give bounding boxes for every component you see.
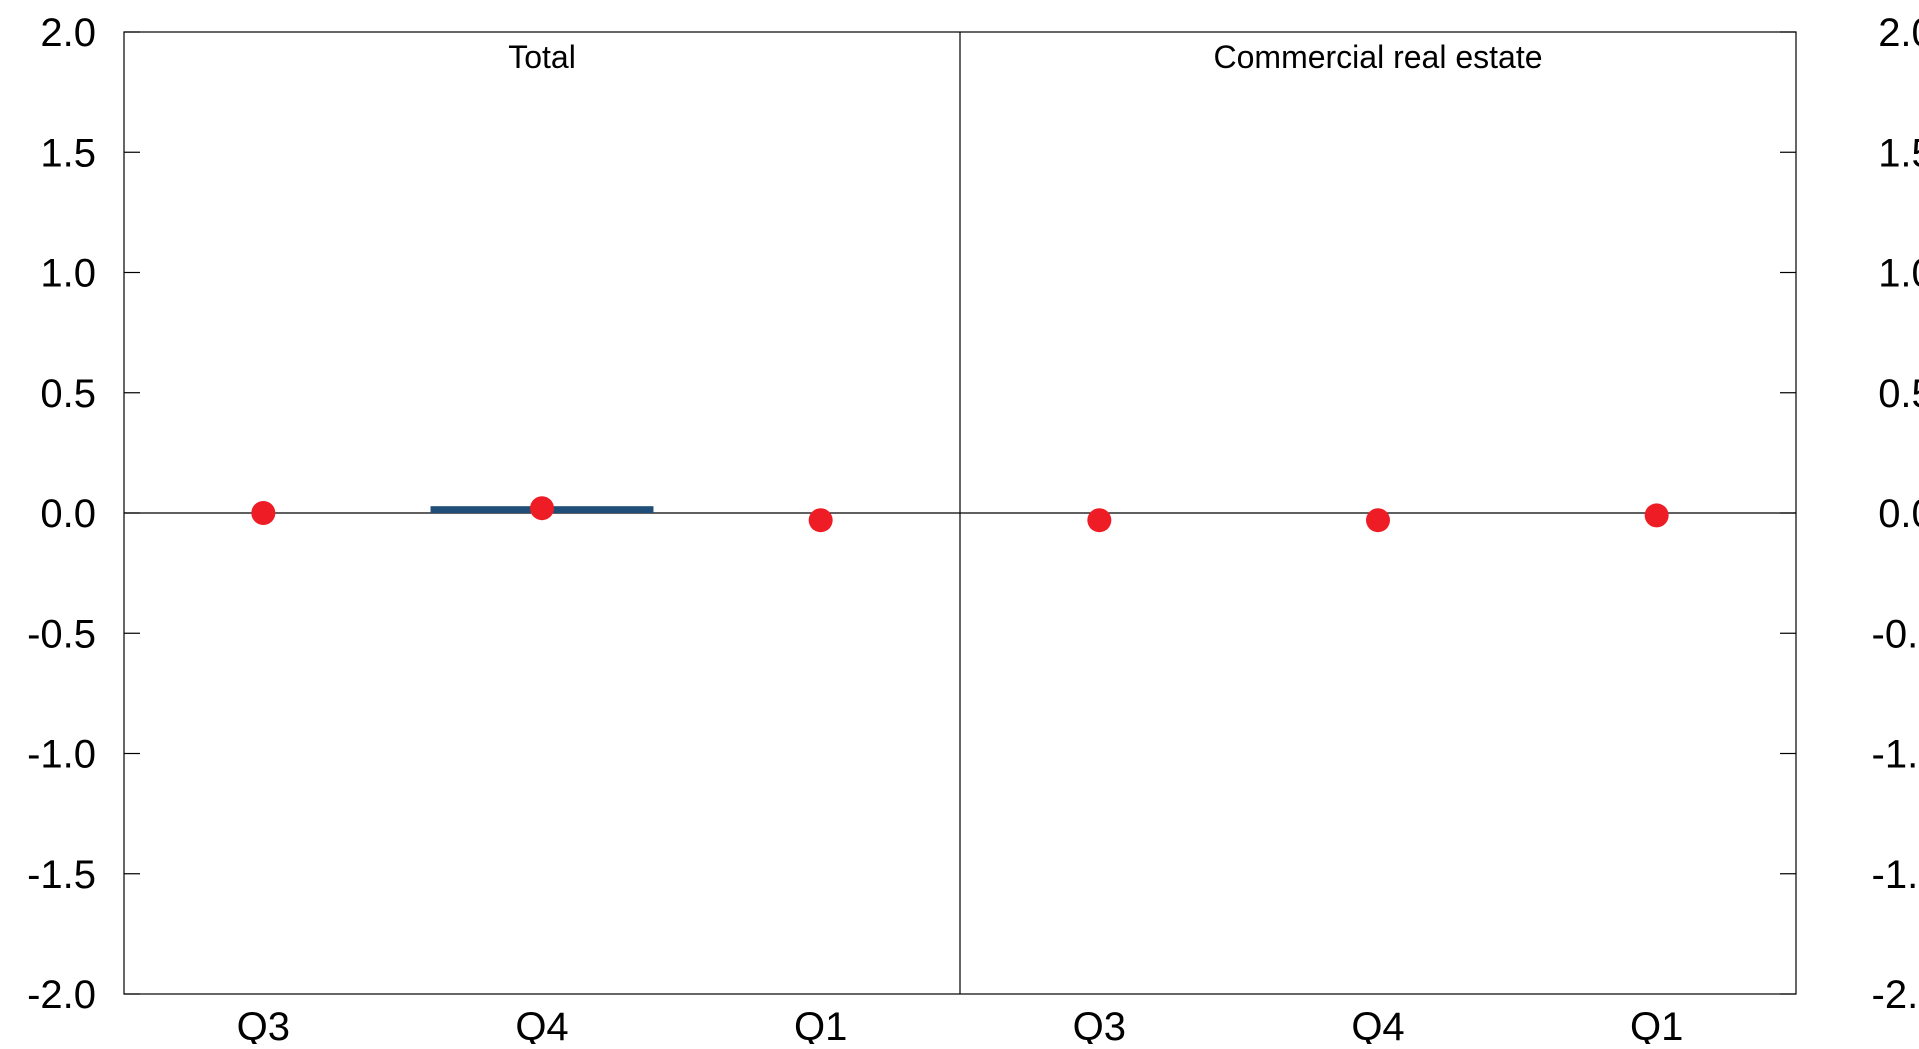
x-axis: Q3 Q4 Q1 Q3 Q4 Q1	[237, 1005, 1684, 1049]
y-tick-label-right: 2.0	[1878, 11, 1919, 55]
y-tick-label-right: 1.5	[1878, 131, 1919, 175]
x-tick-label: Q1	[794, 1005, 847, 1044]
y-tick-label-left: 1.5	[40, 131, 96, 175]
y-tick-label-left: -1.0	[27, 733, 96, 777]
y-tick-label-right: -0.5	[1872, 612, 1919, 656]
dot-marker	[1366, 508, 1390, 533]
panel-title: Commercial real estate	[1214, 39, 1543, 75]
dot-marker	[1087, 508, 1112, 533]
dot-marker	[251, 501, 276, 525]
y-tick-label-left: 0.5	[40, 372, 96, 416]
x-tick-label: Q1	[1630, 1005, 1683, 1044]
x-tick-label: Q3	[237, 1005, 290, 1044]
y-tick-label-right: -1.0	[1872, 733, 1919, 777]
y-axis-right: 2.0 1.5 1.0 0.5 0.0 -0.5 -1.0 -1.5 -2.0	[1780, 11, 1919, 1017]
y-tick-label-left: 1.0	[40, 252, 96, 296]
dot-marker	[808, 508, 833, 533]
y-tick-label-left: 2.0	[40, 11, 96, 55]
y-tick-label-left: -1.5	[27, 853, 96, 897]
series-dots	[251, 496, 1669, 533]
y-axis-left: 2.0 1.5 1.0 0.5 0.0 -0.5 -1.0 -1.5 -2.0	[27, 11, 140, 1017]
y-tick-label-right: 0.5	[1878, 372, 1919, 416]
y-tick-label-right: -2.0	[1872, 973, 1919, 1017]
x-tick-label: Q4	[1351, 1005, 1404, 1044]
x-tick-label: Q4	[515, 1005, 568, 1044]
y-tick-label-right: -1.5	[1872, 853, 1919, 897]
dot-marker	[1644, 503, 1669, 528]
y-tick-label-right: 1.0	[1878, 252, 1919, 296]
y-tick-label-right: 0.0	[1878, 492, 1919, 536]
plot-frame	[123, 31, 1797, 995]
x-tick-label: Q3	[1073, 1005, 1126, 1044]
y-tick-label-left: -0.5	[27, 612, 96, 656]
y-tick-label-left: 0.0	[40, 492, 96, 536]
y-tick-label-left: -2.0	[27, 973, 96, 1017]
panel-titles: Total Commercial real estate	[508, 39, 1542, 75]
dot-marker	[530, 496, 554, 521]
panel-title: Total	[508, 39, 576, 75]
